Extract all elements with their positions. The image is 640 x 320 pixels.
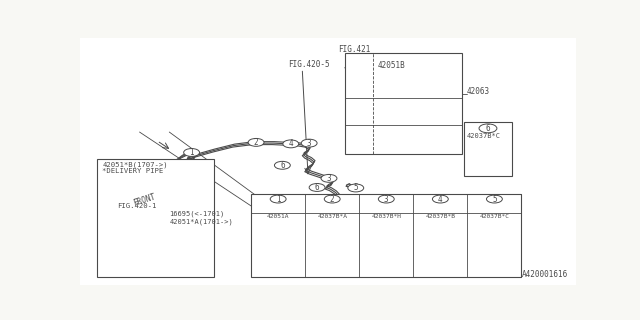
- Text: 3: 3: [384, 195, 388, 204]
- Text: 4: 4: [438, 195, 443, 204]
- Text: A420001616: A420001616: [522, 270, 568, 279]
- Bar: [97, 159, 214, 277]
- Text: 42037B*C: 42037B*C: [479, 214, 509, 219]
- Text: 16695(<-1701): 16695(<-1701): [169, 211, 225, 217]
- Text: 1: 1: [276, 195, 280, 204]
- Circle shape: [309, 184, 325, 191]
- Bar: [346, 53, 462, 154]
- Text: *DELIVERY PIPE: *DELIVERY PIPE: [102, 168, 164, 174]
- Text: 2: 2: [254, 138, 259, 147]
- Circle shape: [270, 195, 286, 203]
- Text: 42037B*C: 42037B*C: [467, 133, 500, 139]
- Text: 42051A: 42051A: [267, 214, 289, 219]
- Text: FIG.420-5: FIG.420-5: [288, 60, 330, 69]
- Text: FRONT: FRONT: [132, 192, 157, 208]
- Circle shape: [301, 139, 317, 147]
- Text: 1: 1: [189, 148, 194, 157]
- Text: 3: 3: [326, 174, 332, 183]
- Circle shape: [321, 174, 337, 182]
- Text: 42051*B(1707->): 42051*B(1707->): [102, 162, 168, 168]
- Text: 6: 6: [280, 161, 285, 170]
- Circle shape: [184, 148, 200, 156]
- Text: FIG.421: FIG.421: [338, 45, 371, 54]
- Text: 3: 3: [307, 139, 312, 148]
- Text: 6: 6: [486, 124, 490, 133]
- Text: 42063: 42063: [467, 87, 490, 96]
- Bar: [465, 122, 511, 176]
- Circle shape: [248, 139, 264, 146]
- Circle shape: [479, 124, 497, 133]
- Text: 6: 6: [315, 183, 319, 192]
- Bar: [251, 194, 522, 277]
- Circle shape: [433, 195, 448, 203]
- Text: 42037B*H: 42037B*H: [371, 214, 401, 219]
- Text: 2: 2: [330, 195, 335, 204]
- Text: 42037B*A: 42037B*A: [317, 214, 348, 219]
- Circle shape: [348, 184, 364, 192]
- Text: 4: 4: [289, 139, 293, 148]
- Text: 5: 5: [492, 195, 497, 204]
- Text: FIG.420-1: FIG.420-1: [117, 204, 157, 209]
- Text: 5: 5: [353, 183, 358, 192]
- Circle shape: [486, 195, 502, 203]
- Text: 42037B*B: 42037B*B: [426, 214, 455, 219]
- Circle shape: [275, 161, 291, 169]
- Circle shape: [324, 195, 340, 203]
- Text: 42051*A(1701->): 42051*A(1701->): [169, 218, 233, 225]
- Circle shape: [378, 195, 394, 203]
- Circle shape: [283, 140, 299, 148]
- Text: 42051B: 42051B: [378, 61, 405, 70]
